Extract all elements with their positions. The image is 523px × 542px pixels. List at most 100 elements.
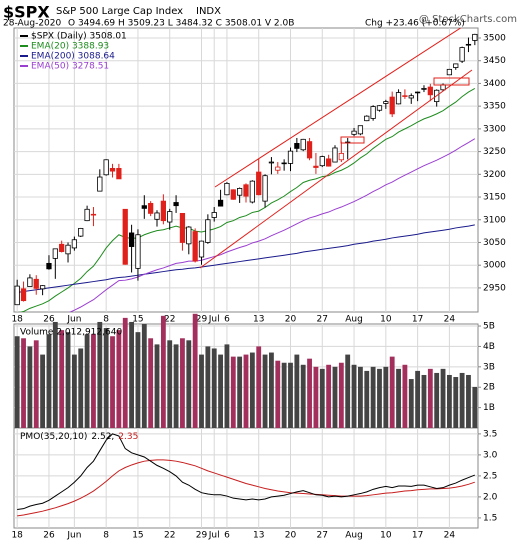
candle-body xyxy=(122,208,128,265)
candle-body xyxy=(376,105,383,111)
series-group xyxy=(68,138,476,312)
volume-bar xyxy=(351,364,357,428)
volume-bar xyxy=(275,360,281,428)
candle-body xyxy=(370,106,376,119)
candle-body xyxy=(167,211,173,223)
x-tick-label: Jun xyxy=(66,531,81,541)
candle-body xyxy=(472,33,478,41)
candle-body xyxy=(383,101,389,104)
volume-bar xyxy=(319,368,325,428)
candle-body xyxy=(230,189,236,200)
x-tick-label: 8 xyxy=(103,531,109,541)
candle-body xyxy=(71,239,78,249)
series-line xyxy=(19,88,476,312)
volume-bar xyxy=(59,330,65,428)
x-tick-label: 10 xyxy=(380,531,392,541)
volume-bar xyxy=(421,374,427,428)
series-group xyxy=(17,433,476,511)
annotations xyxy=(199,28,473,269)
volume-bar xyxy=(173,344,179,428)
candle-body xyxy=(243,184,249,197)
candle-body xyxy=(421,88,427,90)
candle-body xyxy=(65,244,71,255)
candle-body xyxy=(128,232,135,247)
y-tick-label: 2950 xyxy=(483,283,506,293)
candle-body xyxy=(414,91,421,94)
y-tick-label: 3.0 xyxy=(483,450,498,460)
y-tick-label: 2.5 xyxy=(483,471,497,481)
candle-body xyxy=(33,278,39,289)
candle-body xyxy=(453,63,459,68)
volume-bar xyxy=(466,374,471,428)
candle-body xyxy=(402,95,408,97)
x-tick-label: 6 xyxy=(224,531,230,541)
candle-body xyxy=(52,248,58,259)
candle-body xyxy=(173,202,179,207)
y-tick-label: 3150 xyxy=(483,193,506,203)
candle-body xyxy=(141,205,147,209)
volume-bar xyxy=(313,366,319,428)
x-tick-label: 22 xyxy=(164,531,175,541)
y-tick-label: 1.5 xyxy=(483,513,497,523)
x-tick-label: 17 xyxy=(412,531,423,541)
x-tick-label: 8 xyxy=(103,315,109,325)
candle-body xyxy=(440,84,446,91)
price-frame xyxy=(13,27,479,313)
volume-bar xyxy=(300,364,306,428)
candle-body xyxy=(224,183,230,196)
highlight-box xyxy=(340,136,365,144)
exchange: INDX xyxy=(196,6,221,17)
volume-bar xyxy=(402,364,408,428)
x-tick-label: 17 xyxy=(412,315,423,325)
candle-body xyxy=(338,153,344,161)
panel-title-text: PMO(35,20,10) xyxy=(20,432,87,442)
volume-bar xyxy=(40,354,46,428)
candle-body xyxy=(332,147,338,163)
volume-bar xyxy=(434,372,440,428)
volume-bar xyxy=(78,348,84,428)
candle-body xyxy=(14,285,20,306)
candle-body xyxy=(459,47,465,62)
y-tick-label: 3B xyxy=(483,362,495,372)
quote: O 3494.69 H 3509.23 L 3484.32 C 3508.01 … xyxy=(68,19,294,29)
volume-bar xyxy=(408,379,414,428)
candle-body xyxy=(205,219,211,243)
candle-body xyxy=(326,158,332,167)
volume-bar xyxy=(262,354,268,428)
y-tick-label: 3.5 xyxy=(483,429,497,439)
candle-body xyxy=(148,202,154,214)
volume-bar xyxy=(110,336,115,428)
candle-body xyxy=(186,226,192,245)
series-line xyxy=(17,459,475,517)
candle-body xyxy=(319,156,325,167)
volume-bar xyxy=(370,366,376,428)
volume-bar xyxy=(52,321,58,428)
candle-body xyxy=(465,43,472,46)
candle-body xyxy=(46,262,52,270)
volume-bar xyxy=(377,368,382,428)
highlight-box xyxy=(433,77,470,86)
x-tick-label: 20 xyxy=(285,315,297,325)
volume-bar xyxy=(122,317,128,428)
candle-body xyxy=(179,212,186,243)
candle-body xyxy=(116,168,122,180)
volume-bar xyxy=(186,340,192,428)
volume-bar xyxy=(389,356,395,428)
volume-bar xyxy=(357,366,363,428)
x-tick-label: 18 xyxy=(11,531,23,541)
x-tick-label: Jul xyxy=(208,315,220,325)
candle-body xyxy=(300,138,306,151)
y-tick-label: 2.0 xyxy=(483,492,498,502)
candle-body xyxy=(275,166,281,171)
volume-bar xyxy=(103,328,109,428)
volume-bar xyxy=(415,370,421,428)
volume-bar xyxy=(427,368,433,428)
y-tick-label: 5B xyxy=(483,322,495,332)
x-tick-label: 6 xyxy=(224,315,230,325)
y-tick-label: 3450 xyxy=(483,56,506,66)
volume-bar xyxy=(288,362,293,428)
candle-body xyxy=(109,168,116,172)
volume-bar xyxy=(440,368,446,428)
volume-bar xyxy=(65,332,71,428)
volume-bar xyxy=(27,346,33,428)
